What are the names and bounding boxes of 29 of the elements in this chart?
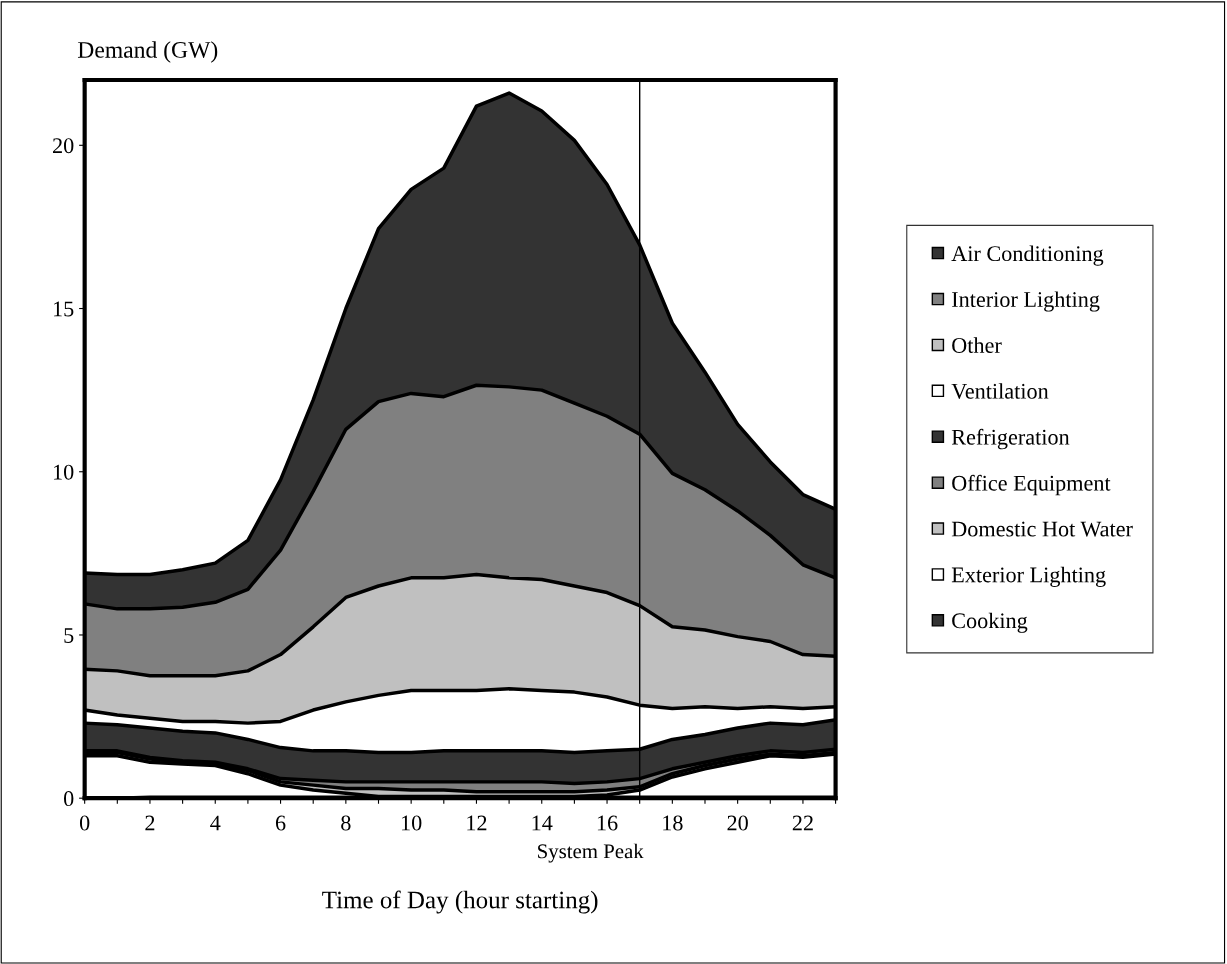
y-tick-label: 5	[64, 628, 74, 643]
legend-label: Cooking	[952, 612, 1028, 633]
x-tick-label: 20	[727, 815, 748, 831]
x-tick-label: 6	[275, 815, 286, 831]
x-tick-label: 0	[79, 815, 90, 831]
legend-label: Air Conditioning	[951, 245, 1104, 266]
y-tick-label: 0	[63, 791, 74, 807]
x-tick-label: 14	[532, 815, 553, 831]
x-tick-label: 4	[210, 815, 221, 831]
x-tick-label: 16	[597, 815, 618, 831]
text: System Peak	[538, 843, 644, 863]
y-tick-label: 15	[53, 301, 74, 317]
legend-label: Interior Lighting	[952, 291, 1100, 312]
legend-label: Ventilation	[951, 383, 1049, 399]
legend-label: Refrigeration	[951, 428, 1070, 450]
y-tick-label: 10	[53, 464, 74, 480]
x-tick-label: 22	[792, 815, 813, 831]
y-tick-label: 20	[53, 138, 74, 154]
x-axis-title: Time of Day (hour starting)	[322, 890, 598, 914]
legend-label: Exterior Lighting	[951, 566, 1106, 587]
x-tick-label: 10	[402, 815, 422, 831]
legend-label: Office Equipment	[952, 474, 1111, 496]
legend-label: Other	[952, 337, 1002, 353]
x-tick-label: 18	[663, 815, 683, 831]
x-tick-label: 2	[145, 815, 155, 831]
x-tick-label: 8	[341, 815, 351, 831]
x-tick-label: 12	[467, 815, 487, 831]
legend-label: Domestic Hot Water	[951, 521, 1133, 537]
y-axis-title: Demand (GW)	[77, 41, 218, 63]
